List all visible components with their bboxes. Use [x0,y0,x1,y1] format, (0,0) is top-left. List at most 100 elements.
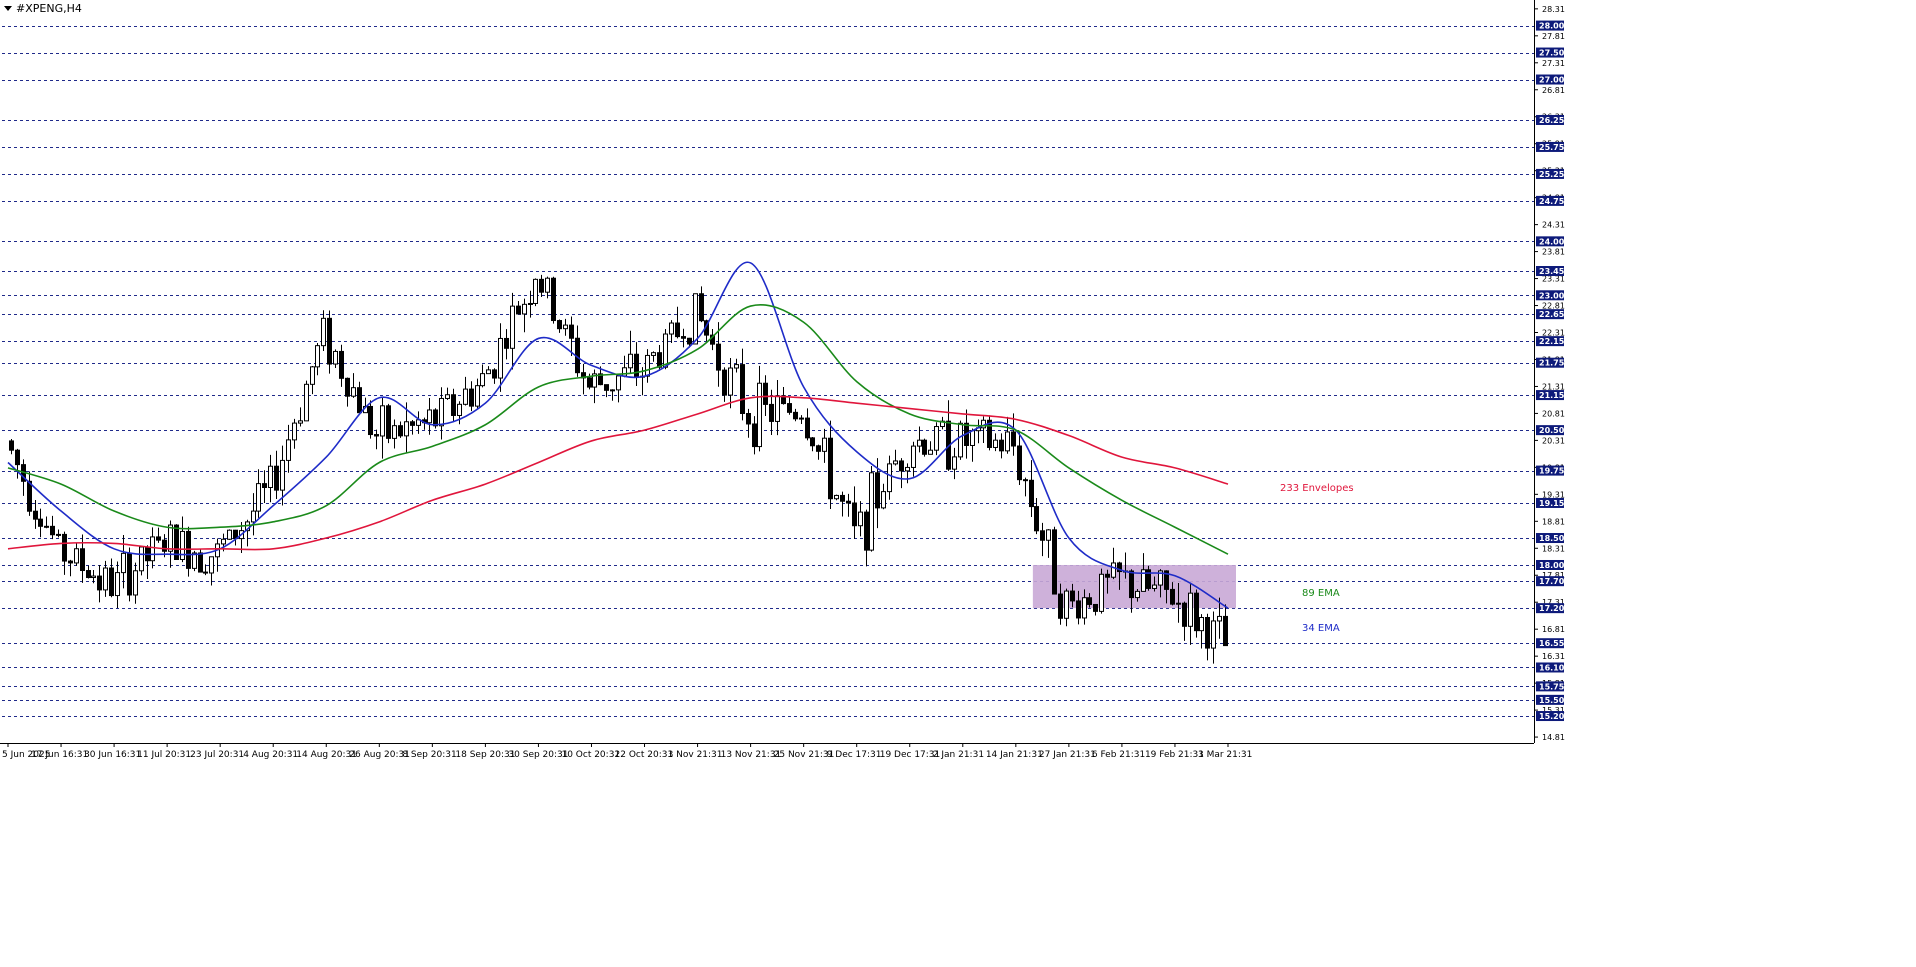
candle-body [162,539,167,552]
candle-body [392,425,397,439]
price-level-box [1536,533,1564,544]
candle-body [439,397,444,427]
price-tick-label: 20.31 [1542,436,1565,445]
candle-body [528,302,533,305]
candle-body [934,426,939,451]
time-tick-label: 27 Jan 21:31 [1039,750,1096,760]
candle-body [752,423,757,448]
candle-body [1146,569,1151,589]
candle-body [834,494,839,500]
price-level-label: 19.15 [1539,499,1565,508]
price-tick-label: 18.31 [1542,544,1565,553]
candle-body [545,277,550,293]
candle-body [368,405,373,436]
candle-body [746,413,751,425]
price-level-box [1536,309,1564,320]
price-tick-label: 28.31 [1542,5,1565,14]
candle-body [74,548,79,564]
candle-body [133,570,138,596]
price-level-label: 15.20 [1539,712,1565,721]
price-tick-label: 26.81 [1542,86,1565,95]
series-layer [7,261,1229,609]
candle-body [1170,588,1175,605]
price-tick-label: 14.81 [1542,733,1565,742]
price-tick-label: 22.31 [1542,329,1565,338]
candle-body [787,403,792,413]
candle-body [769,403,774,422]
candle-body [610,389,615,392]
candle-body [475,385,480,407]
label-envelopes: 233 Envelopes [1280,483,1354,494]
candle-body [498,337,503,379]
price-tick-label: 23.31 [1542,275,1565,284]
candle-body [433,409,438,427]
candle-body [327,317,332,365]
price-tick-label: 17.81 [1542,571,1565,580]
candle-body [669,322,674,335]
label-ema-89: 89 EMA [1302,588,1340,599]
price-level-box [1536,425,1564,436]
candle-body [693,293,698,345]
symbol-title-text: #XPENG,H4 [16,2,82,15]
time-tick-label: 30 Jun 16:31 [84,750,141,760]
candle-body [374,434,379,437]
price-level-box [1536,559,1564,570]
time-tick-label: 23 Jul 20:31 [190,750,244,760]
candle-body [569,324,574,339]
candle-body [822,437,827,452]
candle-body [304,383,309,422]
candle-body [734,364,739,369]
price-level-box [1536,266,1564,277]
price-tick-label: 18.81 [1542,517,1565,526]
candle-body [1058,593,1063,619]
candle-body [651,352,656,356]
time-tick-label: 14 Aug 20:31 [296,750,357,760]
candle-body [616,375,621,391]
time-tick-label: 8 Sep 20:31 [402,750,456,760]
price-level-box [1536,390,1564,401]
candle-body [1129,570,1134,599]
price-level-box [1536,497,1564,508]
price-level-box [1536,168,1564,179]
time-tick-label: 3 Mar 21:31 [1198,750,1252,760]
time-tick-label: 3 Nov 21:31 [668,750,723,760]
candle-body [687,337,692,345]
candle-body [775,395,780,422]
candle-body [592,373,597,388]
price-level-box [1536,694,1564,705]
candle-body [763,382,768,405]
dropdown-triangle-icon[interactable] [4,6,12,11]
candle-body [598,373,603,386]
candle-body [286,439,291,461]
time-tick-label: 6 Feb 21:31 [1092,750,1145,760]
time-tick-label: 9 Dec 17:31 [827,750,882,760]
candle-body [899,460,904,472]
price-level-label: 22.65 [1539,310,1565,319]
candle-body [1011,431,1016,447]
candle-body [97,575,102,591]
candle-body [922,439,927,455]
price-level-box [1536,638,1564,649]
price-level-box [1536,711,1564,722]
candle-body [893,460,898,465]
price-level-box [1536,603,1564,614]
price-level-label: 19.75 [1539,467,1565,476]
candle-body [198,552,203,573]
candle-body [127,552,132,596]
candle-body [604,384,609,391]
ema-89-line [7,304,1229,555]
time-tick-label: 4 Aug 20:31 [243,750,298,760]
candle-body [587,377,592,388]
price-level-label: 23.00 [1539,291,1565,300]
candle-body [103,567,108,591]
candle-body [510,305,515,349]
candle-body [864,511,869,551]
candle-body [504,337,509,349]
candle-body [911,445,916,468]
candle-body [657,352,662,368]
zone-layer [1032,564,1236,609]
candle-body [174,524,179,560]
candle-body [380,405,385,437]
